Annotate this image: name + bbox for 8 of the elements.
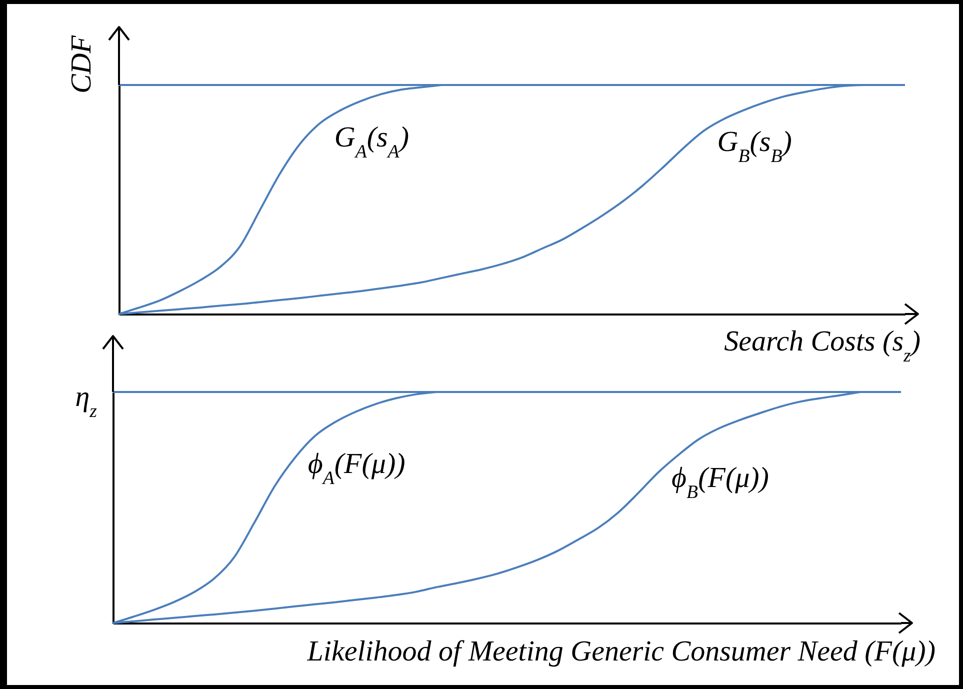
x-axis-title: Likelihood of Meeting Generic Consumer Need (F(μ))	[306, 636, 936, 668]
series-label: G$_{A}$(s$_{A}$)	[334, 121, 409, 162]
ref-line-label: η$_{z}$	[75, 381, 98, 422]
y-axis-title: CDF	[66, 35, 98, 94]
series-label: G$_{B}$(s$_{B}$)	[717, 126, 792, 167]
x-axis-title: Search Costs (s$_{z}$)	[724, 326, 920, 366]
series-label: ϕ$_{B}$(F(μ))	[672, 462, 769, 503]
series-label: ϕ$_{A}$(F(μ))	[308, 448, 406, 488]
